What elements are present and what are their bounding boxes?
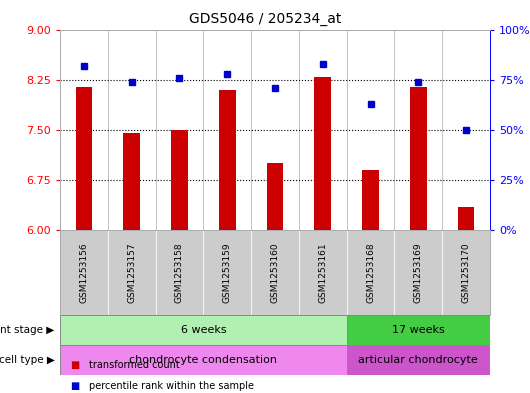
Bar [442,230,490,315]
Bar [347,315,490,345]
Text: GSM1253159: GSM1253159 [223,242,232,303]
Text: GSM1253161: GSM1253161 [319,242,328,303]
Text: development stage ▶: development stage ▶ [0,325,55,335]
Text: GSM1253156: GSM1253156 [80,242,89,303]
Bar [156,230,204,315]
Text: GSM1253157: GSM1253157 [127,242,136,303]
Bar [299,230,347,315]
Bar [267,163,284,230]
Text: percentile rank within the sample: percentile rank within the sample [89,381,254,391]
Text: chondrocyte condensation: chondrocyte condensation [129,355,277,365]
Bar [171,130,188,230]
Text: GSM1253158: GSM1253158 [175,242,184,303]
Bar [251,230,299,315]
Text: cell type ▶: cell type ▶ [0,355,55,365]
Bar [123,133,140,230]
Text: articular chondrocyte: articular chondrocyte [358,355,478,365]
Bar [314,77,331,230]
Bar [394,230,442,315]
Bar [60,230,108,315]
Text: ■: ■ [70,360,80,370]
Text: GDS5046 / 205234_at: GDS5046 / 205234_at [189,12,341,26]
Bar [76,87,92,230]
Bar [410,87,427,230]
Text: GSM1253170: GSM1253170 [462,242,471,303]
Bar [362,170,379,230]
Text: ■: ■ [70,381,80,391]
Bar [108,230,156,315]
Bar [204,230,251,315]
Bar [60,315,347,345]
Text: GSM1253168: GSM1253168 [366,242,375,303]
Text: 6 weeks: 6 weeks [181,325,226,335]
Bar [458,207,474,230]
Text: GSM1253160: GSM1253160 [270,242,279,303]
Bar [347,230,394,315]
Bar [219,90,235,230]
Bar [347,345,490,375]
Text: GSM1253169: GSM1253169 [414,242,423,303]
Text: transformed count: transformed count [89,360,180,370]
Text: 17 weeks: 17 weeks [392,325,445,335]
Bar [60,345,347,375]
